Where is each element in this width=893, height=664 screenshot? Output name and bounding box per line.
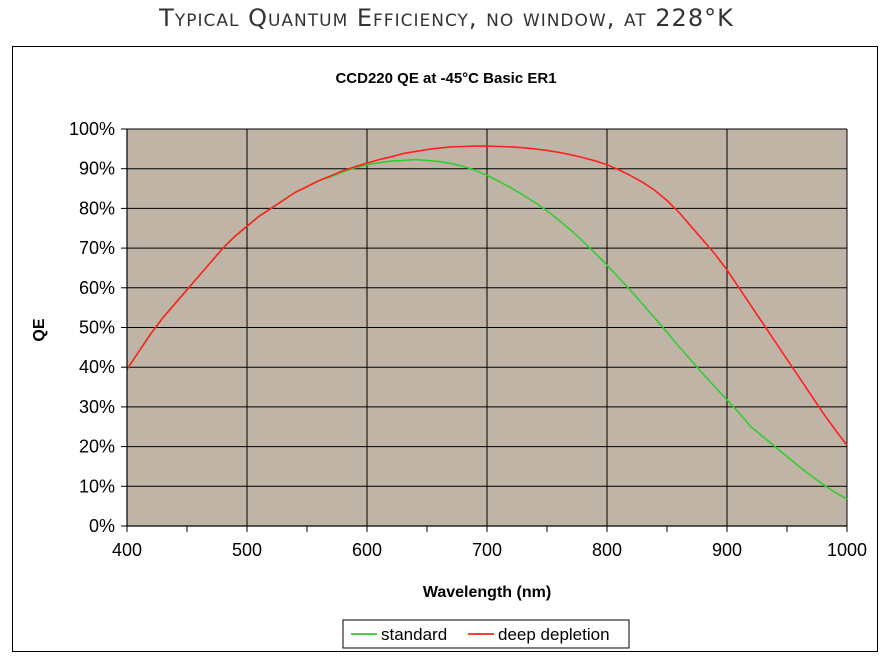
legend: standard deep depletion [342, 619, 630, 649]
x-tick-label: 800 [592, 540, 622, 560]
x-tick-label: 700 [472, 540, 502, 560]
y-tick-label: 90% [79, 159, 115, 179]
y-tick-label: 0% [89, 516, 115, 536]
series-layer [126, 145, 848, 500]
legend-label-standard: standard [381, 625, 447, 644]
y-tick-label: 80% [79, 198, 115, 218]
x-tick-label: 400 [112, 540, 142, 560]
x-tick-label: 500 [232, 540, 262, 560]
y-tick-label: 10% [79, 476, 115, 496]
series-line-deep-depletion [126, 145, 848, 446]
y-tick-label: 100% [69, 119, 115, 139]
y-tick-label: 40% [79, 357, 115, 377]
y-axis-title: QE [31, 318, 48, 341]
x-axis-title: Wavelength (nm) [423, 584, 551, 601]
x-tick-label: 600 [352, 540, 382, 560]
y-tick-label: 50% [79, 318, 115, 338]
chart-frame: CCD220 QE at -45°C Basic ER1 400 500 600 70… [12, 46, 878, 652]
gridlines [127, 128, 848, 526]
y-tick-labels: 0% 10% 20% 30% 40% 50% 60% 70% 80% 90% 100% [69, 119, 115, 536]
qe-chart: CCD220 QE at -45°C Basic ER1 400 500 600 70… [31, 70, 867, 649]
y-tick-label: 70% [79, 238, 115, 258]
axes [121, 128, 848, 532]
chart-title: CCD220 QE at -45°C Basic ER1 [335, 70, 556, 87]
x-tick-labels: 400 500 600 700 800 900 1000 [112, 540, 867, 560]
x-tick-label: 900 [712, 540, 742, 560]
legend-label-deep-depletion: deep depletion [498, 625, 610, 644]
y-tick-label: 20% [79, 437, 115, 457]
page-headline: Typical Quantum Efficiency, no window, a… [159, 4, 734, 32]
y-tick-label: 30% [79, 397, 115, 417]
y-tick-label: 60% [79, 278, 115, 298]
x-tick-label: 1000 [827, 540, 867, 560]
